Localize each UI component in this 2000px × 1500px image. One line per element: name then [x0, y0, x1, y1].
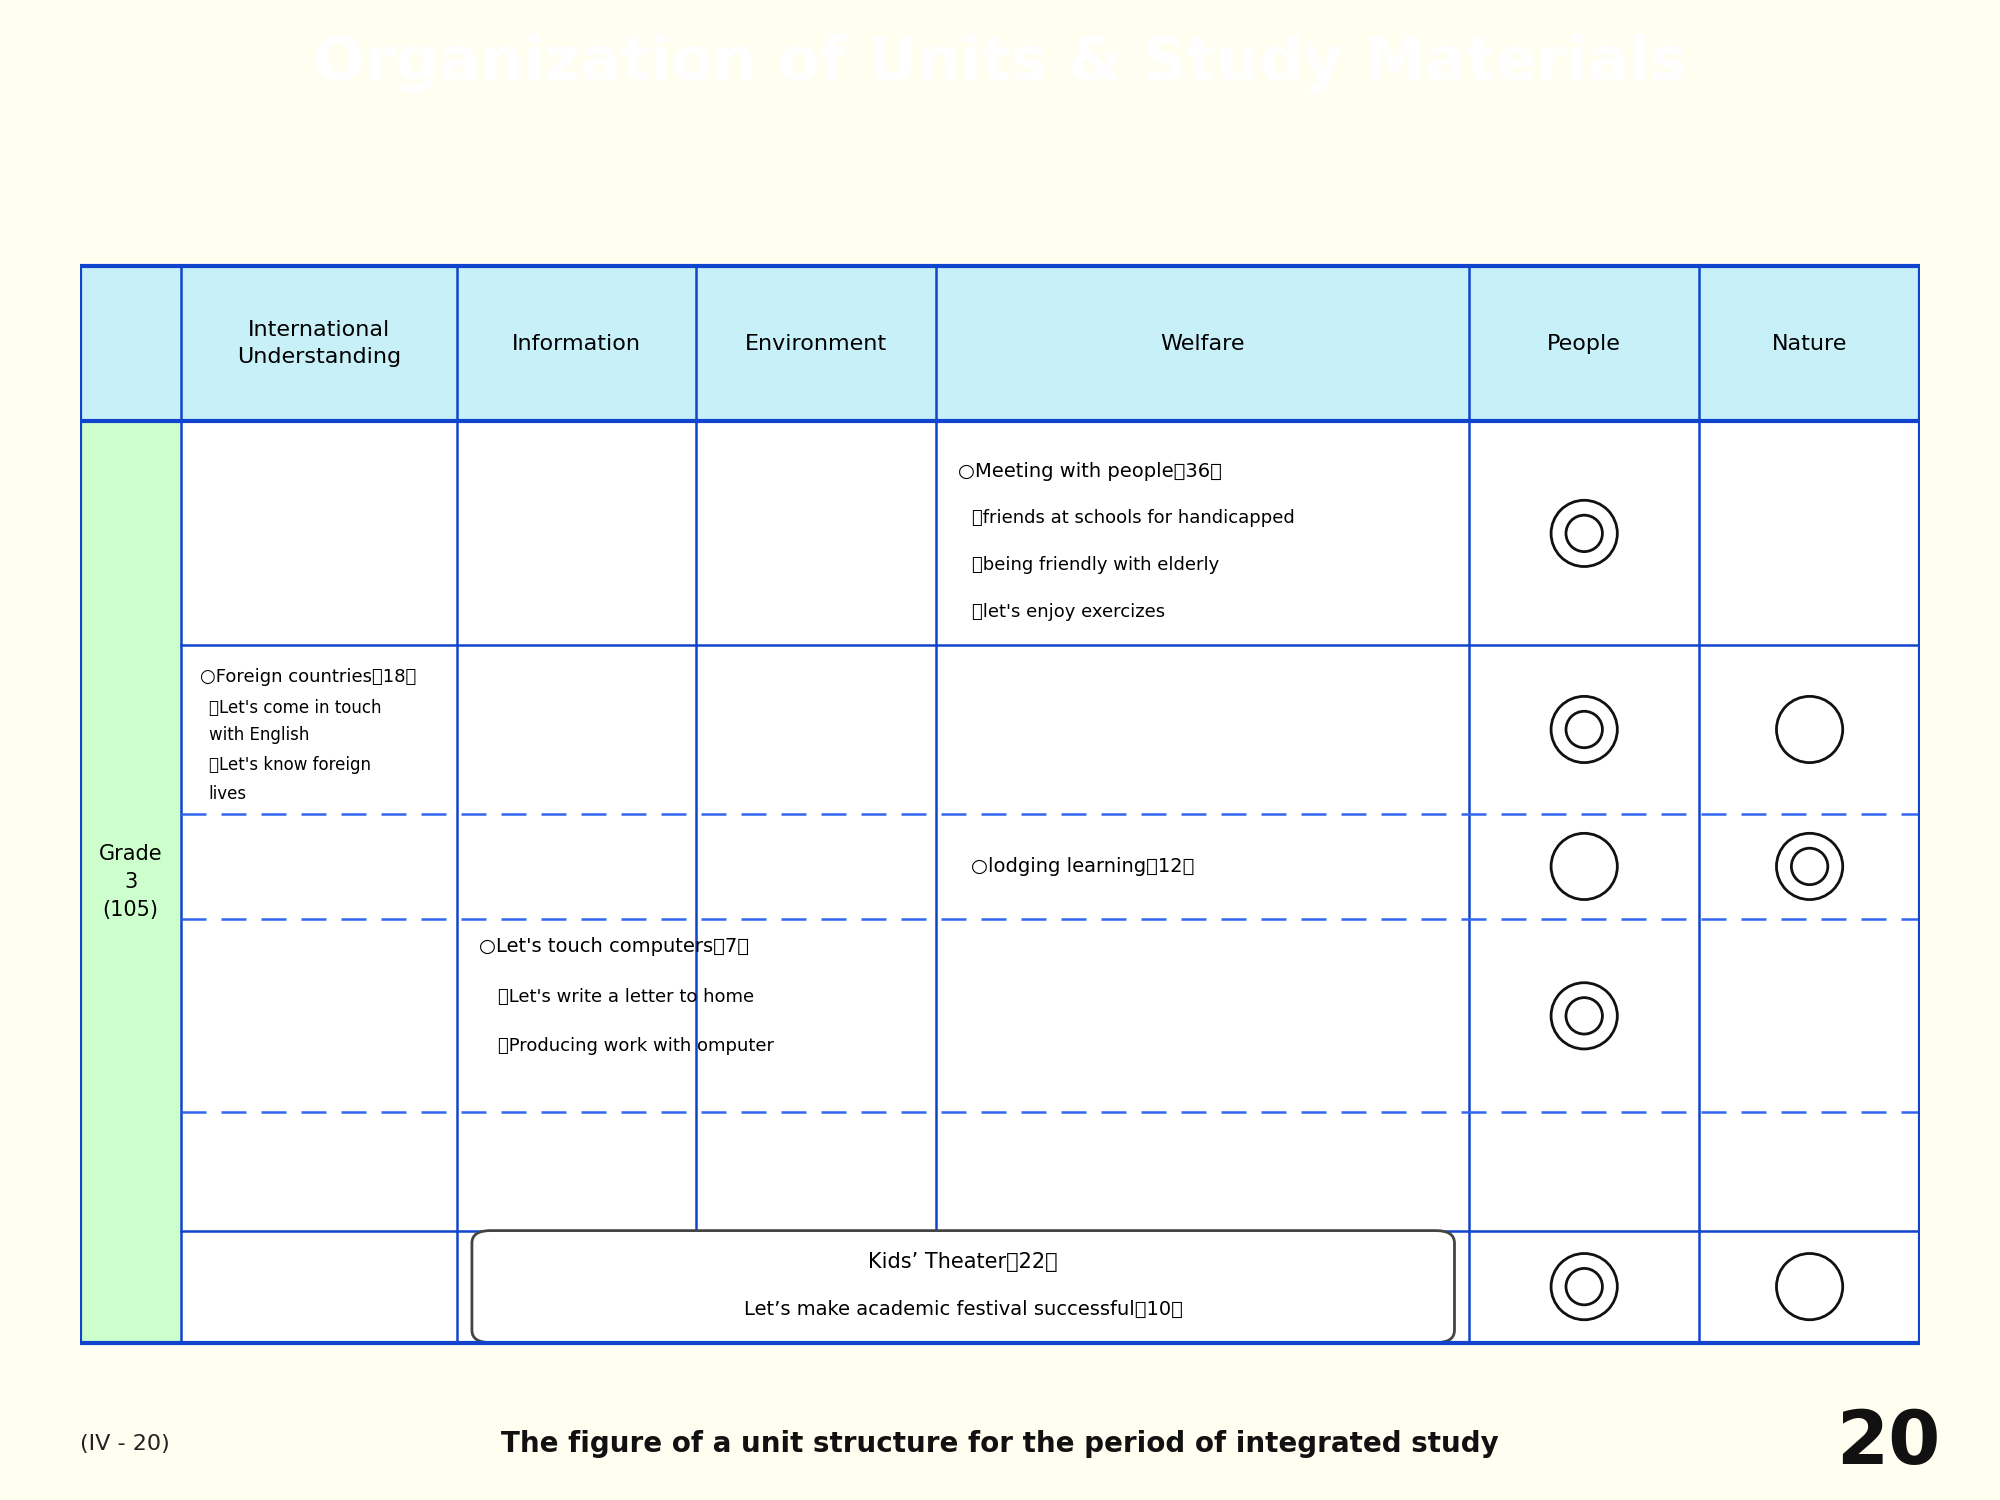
Text: Environment: Environment: [744, 333, 888, 354]
Text: Grade
3
(105): Grade 3 (105): [98, 844, 162, 920]
Text: Nature: Nature: [1772, 333, 1848, 354]
Bar: [182, 422, 1920, 1342]
Text: Information: Information: [512, 333, 642, 354]
Text: with English: with English: [208, 726, 310, 744]
Text: ・let's enjoy exercizes: ・let's enjoy exercizes: [972, 603, 1166, 621]
Text: People: People: [1548, 333, 1622, 354]
Text: ・Let's know foreign: ・Let's know foreign: [208, 756, 370, 774]
Text: (IV - 20): (IV - 20): [80, 1434, 170, 1454]
Text: Organization of Units & Study Materials: Organization of Units & Study Materials: [314, 34, 1686, 93]
Text: ・Producing work with omputer: ・Producing work with omputer: [498, 1038, 774, 1056]
Text: ・Let's write a letter to home: ・Let's write a letter to home: [498, 987, 754, 1005]
Bar: [80, 422, 182, 1342]
FancyBboxPatch shape: [472, 1230, 1454, 1342]
Bar: [80, 266, 1920, 1342]
Text: ・Let's come in touch: ・Let's come in touch: [208, 699, 382, 717]
Text: Welfare: Welfare: [1160, 333, 1244, 354]
Text: Let’s make academic festival successful（10）: Let’s make academic festival successful（…: [744, 1299, 1182, 1318]
Bar: [80, 266, 1920, 422]
Text: ○Let's touch computers（7）: ○Let's touch computers（7）: [480, 938, 750, 956]
Text: ・being friendly with elderly: ・being friendly with elderly: [972, 555, 1220, 573]
Text: ○Meeting with people（36）: ○Meeting with people（36）: [958, 462, 1222, 480]
Text: lives: lives: [208, 784, 246, 802]
Text: ○Foreign countries（18）: ○Foreign countries（18）: [200, 668, 416, 686]
Text: ・friends at schools for handicapped: ・friends at schools for handicapped: [972, 510, 1296, 528]
Text: The figure of a unit structure for the period of integrated study: The figure of a unit structure for the p…: [502, 1430, 1498, 1458]
Text: ○lodging learning（12）: ○lodging learning（12）: [972, 856, 1194, 876]
Text: 20: 20: [1836, 1407, 1940, 1480]
Text: International
Understanding: International Understanding: [238, 321, 402, 366]
Text: Kids’ Theater（22）: Kids’ Theater（22）: [868, 1251, 1058, 1272]
